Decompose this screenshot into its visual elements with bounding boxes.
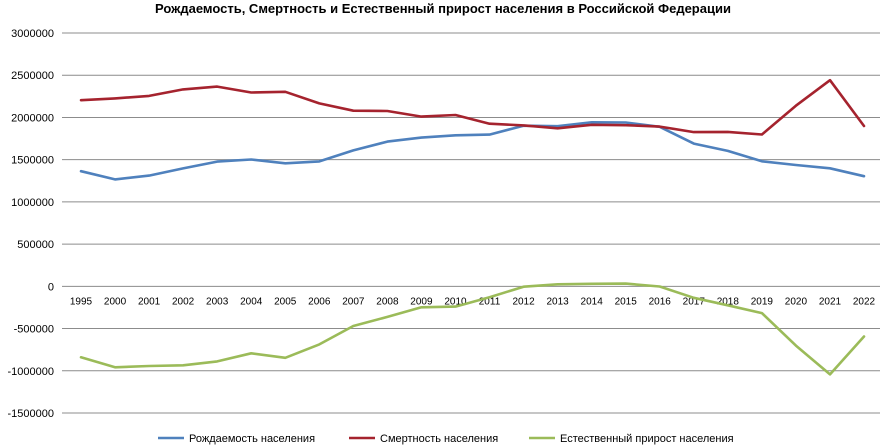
y-tick-label: 0 [48,281,54,293]
x-tick-label: 2019 [751,296,774,307]
y-tick-label: 1500000 [11,155,54,167]
y-tick-label: -1000000 [8,366,55,378]
x-axis-ticks: 1995 2000 2001 2002 2003 2004 2005 2006 2007 2008… [70,296,876,307]
x-tick-label: 2013 [546,296,569,307]
gridlines [62,32,880,414]
x-tick-label: 2022 [853,296,876,307]
legend-label: Естественный прирост населения [560,433,734,445]
chart-title: Рождаемость, Смертность и Естественный п… [155,1,731,16]
x-tick-label: 2004 [240,296,263,307]
x-tick-label: 2009 [410,296,433,307]
x-tick-label: 2003 [206,296,229,307]
series-line-3 [79,282,866,376]
x-tick-label: 2005 [274,296,297,307]
x-tick-label: 2020 [785,296,808,307]
x-tick-label: 2014 [581,296,604,307]
y-tick-label: 2000000 [11,112,54,124]
x-tick-label: 2006 [308,296,331,307]
x-tick-label: 2010 [444,296,467,307]
x-tick-label: 2000 [104,296,127,307]
x-tick-label: 2001 [138,296,161,307]
y-tick-label: 3000000 [11,28,54,40]
series-line-1 [79,121,866,181]
y-tick-label: 2500000 [11,70,54,82]
x-tick-label: 2015 [615,296,638,307]
x-tick-label: 2011 [479,296,501,307]
x-tick-label: 2018 [717,296,740,307]
x-tick-label: 2007 [342,296,365,307]
y-tick-label: -500000 [14,324,54,336]
x-tick-label: 2016 [649,296,672,307]
y-tick-label: 1000000 [11,197,54,209]
y-axis-ticks: 3000000 2500000 2000000 1500000 1000000 50000… [8,28,55,420]
x-tick-label: 2017 [683,296,706,307]
series-line-2 [79,78,866,136]
series-lines [79,78,866,376]
x-tick-label: 2002 [172,296,195,307]
x-tick-label: 1995 [70,296,93,307]
y-tick-label: -1500000 [8,408,55,420]
legend-label: Смертность населения [380,433,498,445]
x-tick-label: 2012 [512,296,535,307]
x-tick-label: 2008 [376,296,399,307]
x-tick-label: 2021 [819,296,842,307]
legend-label: Рождаемость населения [189,433,315,445]
legend: Рождаемость населения Смертность населени… [158,433,734,445]
y-tick-label: 500000 [17,239,54,251]
